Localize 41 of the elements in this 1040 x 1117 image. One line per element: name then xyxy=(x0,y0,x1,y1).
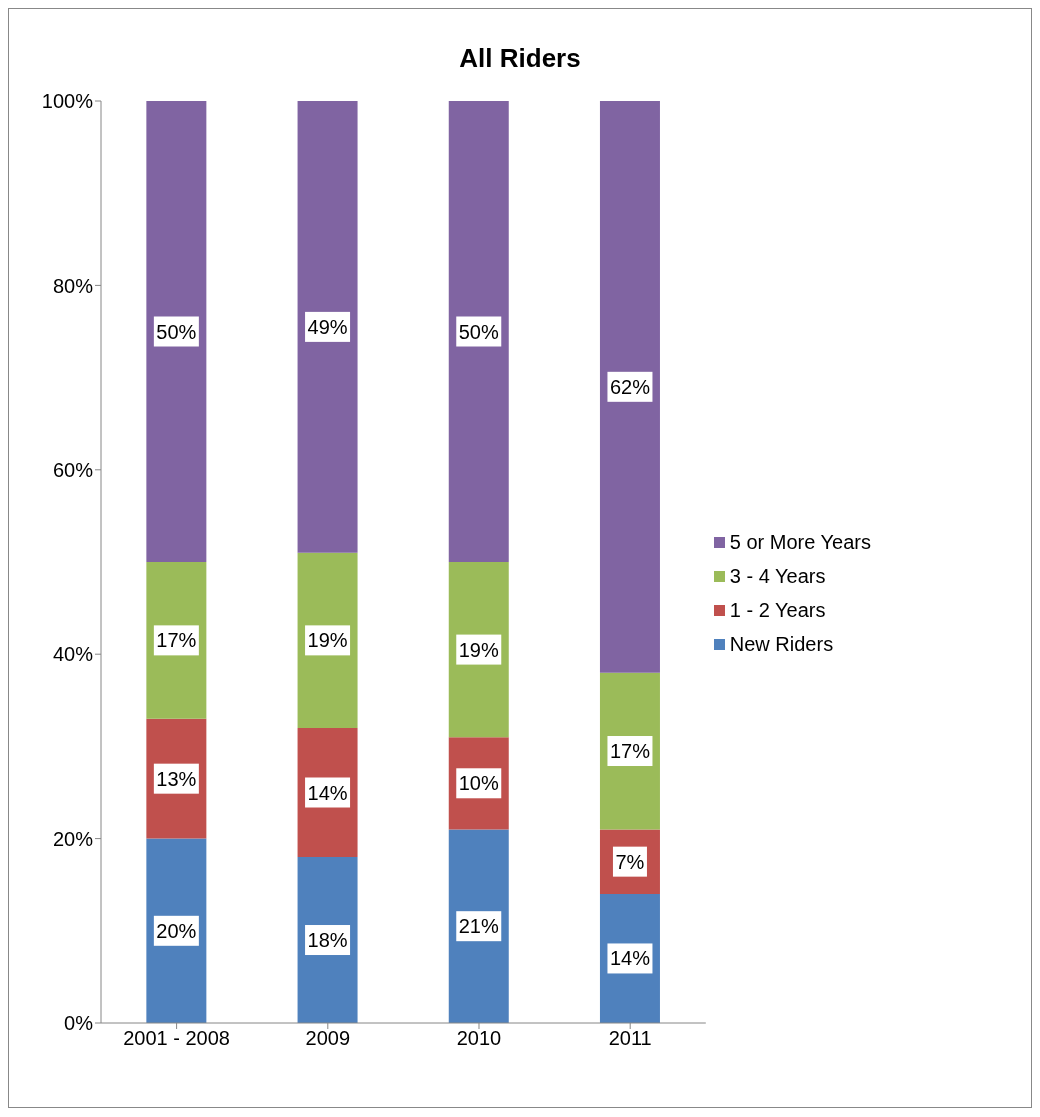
y-tick-label: 100% xyxy=(41,90,94,113)
legend-label: 3 - 4 Years xyxy=(729,564,826,588)
data-label: 14% xyxy=(609,947,651,970)
bar xyxy=(297,857,358,1023)
data-label: 10% xyxy=(458,772,499,795)
y-tick-label: 80% xyxy=(52,274,94,297)
data-label: 17% xyxy=(609,740,651,763)
bar xyxy=(297,101,358,553)
x-tick-label: 2011 xyxy=(608,1027,652,1050)
legend-label: 5 or More Years xyxy=(729,530,871,554)
bar xyxy=(297,552,358,728)
data-label: 19% xyxy=(307,629,348,652)
y-tick-label: 0% xyxy=(64,1012,94,1035)
x-tick-label: 2010 xyxy=(456,1027,502,1050)
bar xyxy=(599,101,660,673)
data-label: 14% xyxy=(307,781,348,804)
bar xyxy=(146,101,207,562)
data-label: 50% xyxy=(458,320,499,343)
data-label: 18% xyxy=(307,929,348,952)
data-label: 49% xyxy=(307,315,348,338)
y-tick-label: 40% xyxy=(52,643,94,666)
data-label: 20% xyxy=(156,919,197,942)
chart-title: All Riders xyxy=(458,43,582,75)
bar xyxy=(146,562,207,719)
bar xyxy=(146,838,207,1023)
data-label: 21% xyxy=(458,915,499,938)
y-tick-label: 60% xyxy=(52,458,94,481)
data-label: 13% xyxy=(156,767,197,790)
x-tick-label: 2001 - 2008 xyxy=(123,1027,230,1050)
data-label: 50% xyxy=(156,320,197,343)
data-label: 7% xyxy=(615,850,645,873)
data-label: 19% xyxy=(458,638,499,661)
y-tick-label: 20% xyxy=(52,827,94,850)
bar xyxy=(448,101,509,562)
data-label: 17% xyxy=(156,629,197,652)
bar xyxy=(448,829,509,1023)
x-tick-label: 2009 xyxy=(305,1027,351,1050)
legend-label: 1 - 2 Years xyxy=(729,598,826,622)
bar xyxy=(448,562,509,738)
legend-label: New Riders xyxy=(729,632,834,656)
data-label: 62% xyxy=(609,375,651,398)
